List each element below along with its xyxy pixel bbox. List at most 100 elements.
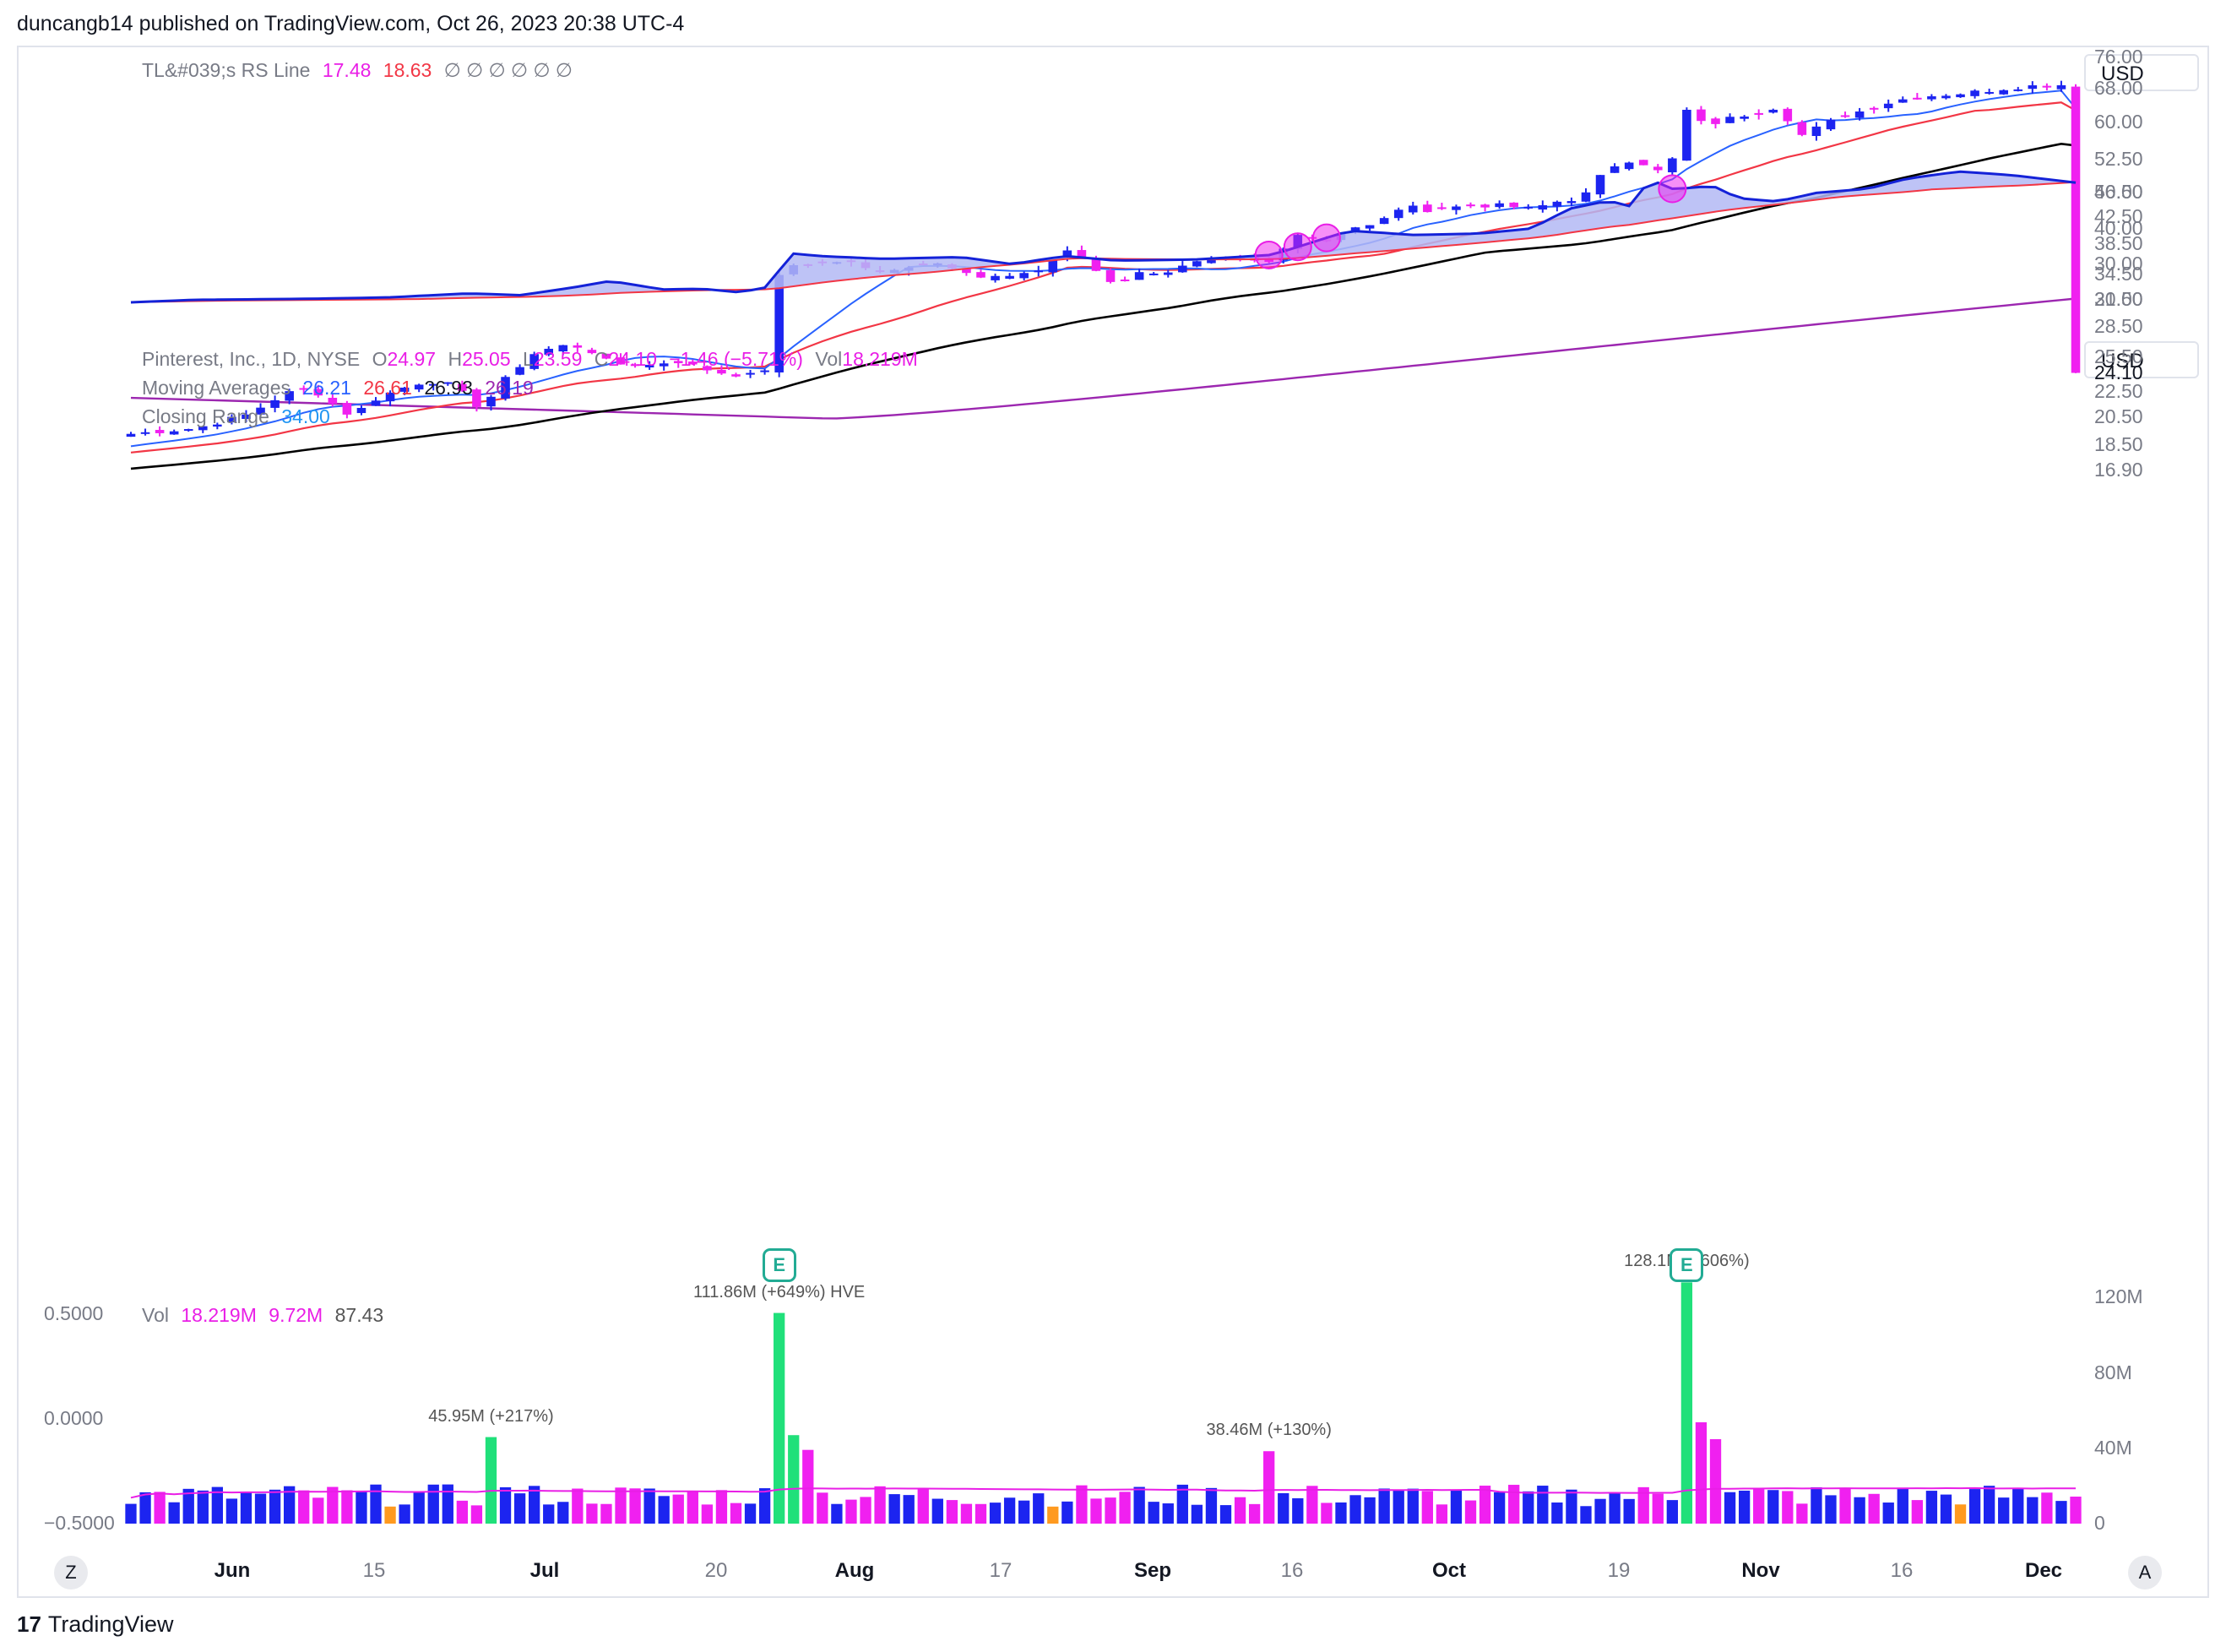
volume-bar [1248,1503,1261,1524]
price-y-tick: 28.50 [2094,315,2143,338]
candle-body [1393,209,1403,219]
candle-body [1365,225,1375,229]
candle-body [1452,206,1461,210]
candle-body [285,391,294,401]
candle-body [1480,204,1490,208]
candle-body [2071,86,2081,373]
price-y-tick: 60.00 [2094,111,2143,133]
candle-body [1134,272,1144,280]
ma-legend[interactable]: Moving Averages 26.21 26.61 26.93 26.19 [142,377,540,399]
volume-bar [312,1497,324,1524]
candle-body [1999,90,2008,95]
candle-body [227,416,236,423]
volume-bar [687,1491,698,1524]
rs-legend[interactable]: TL&#039;s RS Line 17.48 18.63 ∅ ∅ ∅ ∅ ∅ … [142,59,579,82]
volume-bar [758,1488,771,1524]
time-axis-label: 17 [989,1559,1013,1582]
price-y-tick: 31.50 [2094,287,2143,310]
candle-body [976,272,985,278]
volume-bar [470,1505,483,1524]
volume-bar [1623,1498,1635,1524]
high-value: 25.05 [462,348,511,370]
volume-bar [557,1502,569,1524]
price-y-tick: 34.50 [2094,262,2143,285]
volume-bar [917,1489,929,1524]
tradingview-logo[interactable]: 17 TradingView [17,1611,174,1638]
candle-body [1538,205,1548,210]
candle-body [1192,261,1202,267]
candle-body [1913,97,1922,100]
volume-bar [1551,1502,1563,1524]
volume-bar [1637,1486,1649,1524]
price-y-tick: 68.00 [2094,76,2143,99]
earnings-e-icon[interactable]: E [762,1248,796,1282]
auto-scale-right-button[interactable]: A [2128,1556,2162,1590]
close-value: 24.10 [608,348,657,370]
candle-body [458,383,467,391]
volume-bar [1393,1489,1404,1524]
volume-bar [1695,1422,1708,1524]
volume-bar [442,1484,453,1524]
tradingview-logo-text: TradingView [47,1611,174,1637]
volume-bar [2012,1487,2024,1524]
candle-body [1668,158,1677,173]
candle-body [1034,270,1044,273]
candle-body [1970,90,1979,96]
volume-bar [1321,1503,1333,1524]
closing-range-label: Closing Range [142,405,269,427]
volume-bar [600,1503,612,1524]
candle-body [529,354,539,369]
volume-bar [2027,1497,2039,1524]
volume-bar [1767,1490,1779,1524]
price-currency-button[interactable]: USD [2084,341,2199,378]
candle-body [2028,85,2038,90]
candle-body [1495,203,1504,208]
auto-scale-left-button[interactable]: Z [54,1556,88,1590]
rs-y-tick: 20.00 [2094,288,2143,310]
candle-body [443,382,453,384]
rs-y-tick: 40.00 [2094,216,2143,239]
candle-body [1178,265,1187,273]
candle-body [169,431,179,435]
candle-body [1408,205,1418,213]
volume-bar [1897,1487,1908,1524]
volume-bar [2070,1497,2082,1524]
volume-bar [1839,1488,1851,1524]
volume-bar [1493,1492,1506,1524]
volume-bar [211,1486,224,1524]
candle-body [356,407,366,414]
candle-body [1091,258,1101,271]
volume-bar [1680,1282,1693,1524]
volume-bar [513,1493,526,1524]
volume-bar [1998,1497,2010,1524]
rs-new-high-marker [1658,174,1687,204]
volume-bar [1594,1498,1606,1524]
candle-body [1581,192,1591,202]
volume-bar [831,1503,843,1524]
candle-body [587,350,597,354]
earnings-e-icon[interactable]: E [1670,1248,1704,1282]
volume-bar [1148,1502,1159,1524]
price-legend[interactable]: Pinterest, Inc., 1D, NYSE O24.97 H25.05 … [142,348,925,371]
candle-body [1811,126,1822,137]
publish-line: duncangb14 published on TradingView.com,… [17,12,685,35]
tradingview-logo-icon: 17 [17,1611,41,1637]
closing-range-legend[interactable]: Closing Range 34.00 [142,405,337,428]
rs-currency-button[interactable]: USD [2084,54,2199,91]
rs-value-2: 18.63 [383,59,432,81]
price-y-tick: 76.00 [2094,46,2143,68]
volume-bar [1753,1489,1765,1524]
volume-bar [1278,1492,1289,1524]
volume-bar [1652,1493,1664,1524]
rs-new-high-marker [1311,223,1341,253]
volume-legend[interactable]: Vol 18.219M 9.72M 87.43 [142,1304,390,1327]
time-axis-label: 20 [704,1559,728,1582]
candle-body [774,274,784,372]
ma-21-line [130,101,2077,454]
volume-bar [240,1492,252,1524]
ma-50-line [130,142,2077,470]
volume-value: 18.219M [842,348,918,370]
candle-body [1883,103,1893,109]
volume-bar [1105,1497,1116,1524]
